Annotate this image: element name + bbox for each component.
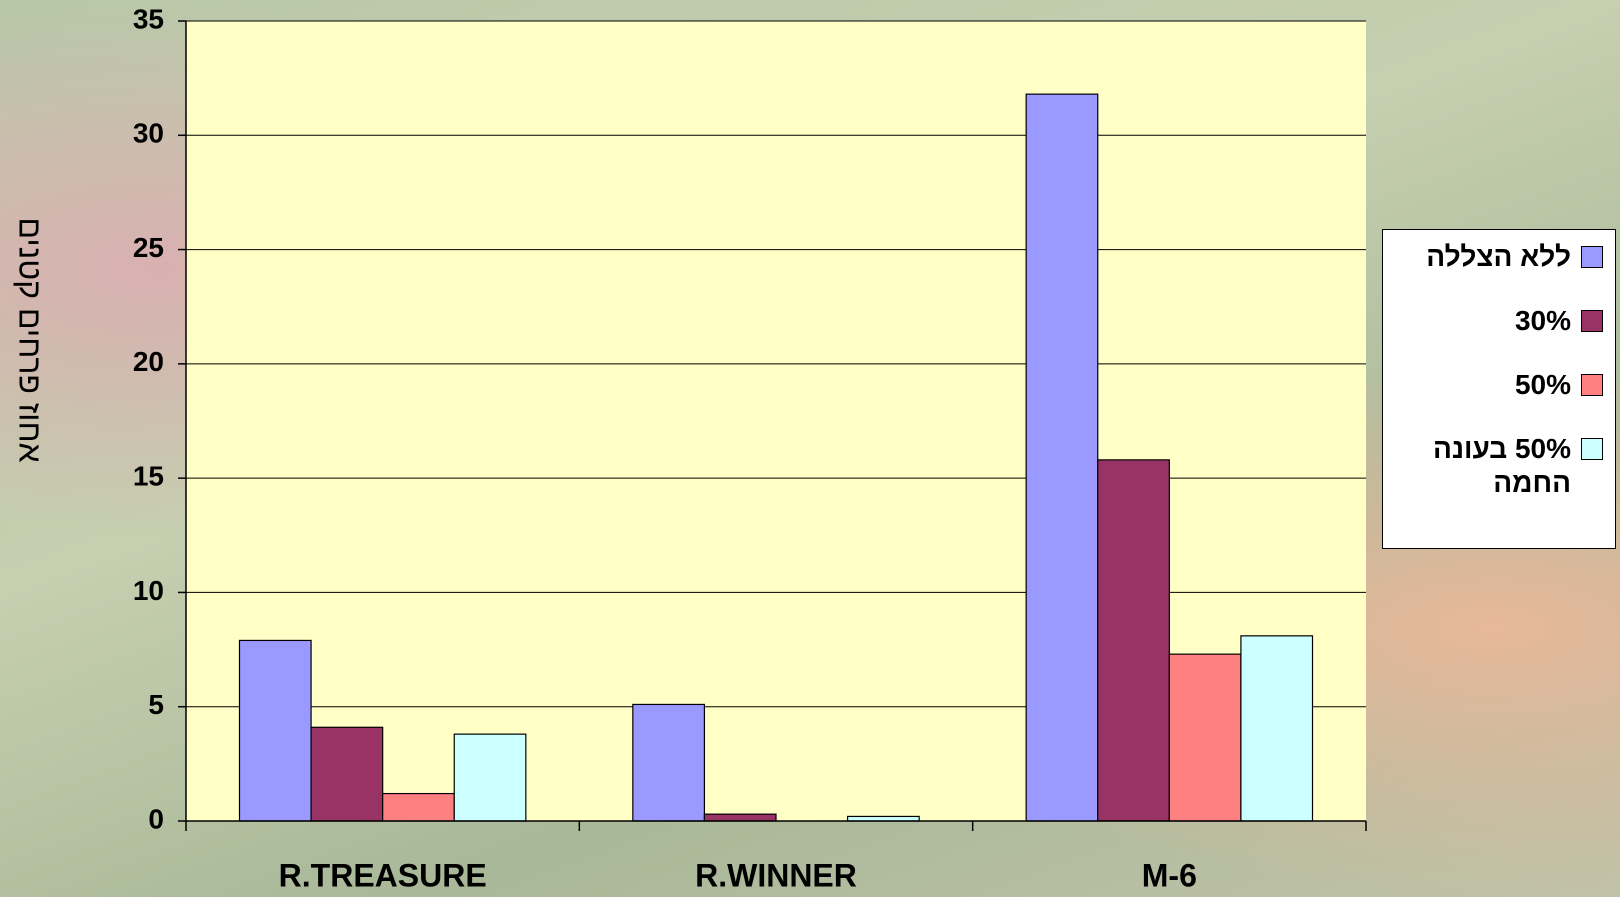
y-tick-label: 20 (133, 346, 164, 377)
y-axis-label: אחוז פרחים קטנים (13, 217, 49, 462)
bar (1026, 94, 1098, 821)
x-tick-label: R.TREASURE (279, 857, 487, 893)
legend-swatch (1581, 438, 1603, 460)
y-tick-label: 25 (133, 232, 164, 263)
legend-item: ללא הצללה (1395, 240, 1603, 274)
y-tick-label: 0 (148, 803, 164, 834)
y-tick-label: 15 (133, 461, 164, 492)
bar (454, 734, 526, 821)
y-tick-label: 10 (133, 575, 164, 606)
chart: אחוז פרחים קטנים 0 5 10 15 20 25 30 35 R.TREASUR… (0, 0, 1620, 897)
bar (383, 794, 455, 821)
y-tick-label: 35 (133, 3, 164, 34)
legend-label: 50% (1515, 368, 1571, 402)
x-tick-label: R.WINNER (695, 857, 857, 893)
bar (239, 640, 311, 821)
y-tick-label: 30 (133, 118, 164, 149)
bar (704, 814, 776, 821)
legend: ללא הצללה 30% 50% 50% בעונה החמה (1382, 229, 1616, 549)
legend-swatch (1581, 246, 1603, 268)
bar (633, 704, 705, 821)
y-tick-label: 5 (148, 689, 164, 720)
legend-label: ללא הצללה (1426, 240, 1571, 274)
bar (1241, 636, 1313, 821)
legend-swatch (1581, 310, 1603, 332)
legend-label: 50% בעונה החמה (1395, 432, 1571, 500)
x-tick-label: M-6 (1142, 857, 1197, 893)
legend-label: 30% (1515, 304, 1571, 338)
legend-swatch (1581, 374, 1603, 396)
legend-item: 50% (1395, 368, 1603, 402)
bar (1169, 654, 1241, 821)
legend-item: 30% (1395, 304, 1603, 338)
page: אחוז פרחים קטנים 0 5 10 15 20 25 30 35 R.TREASUR… (0, 0, 1620, 897)
legend-item: 50% בעונה החמה (1395, 432, 1603, 500)
bar (1098, 460, 1170, 821)
bar (311, 727, 383, 821)
